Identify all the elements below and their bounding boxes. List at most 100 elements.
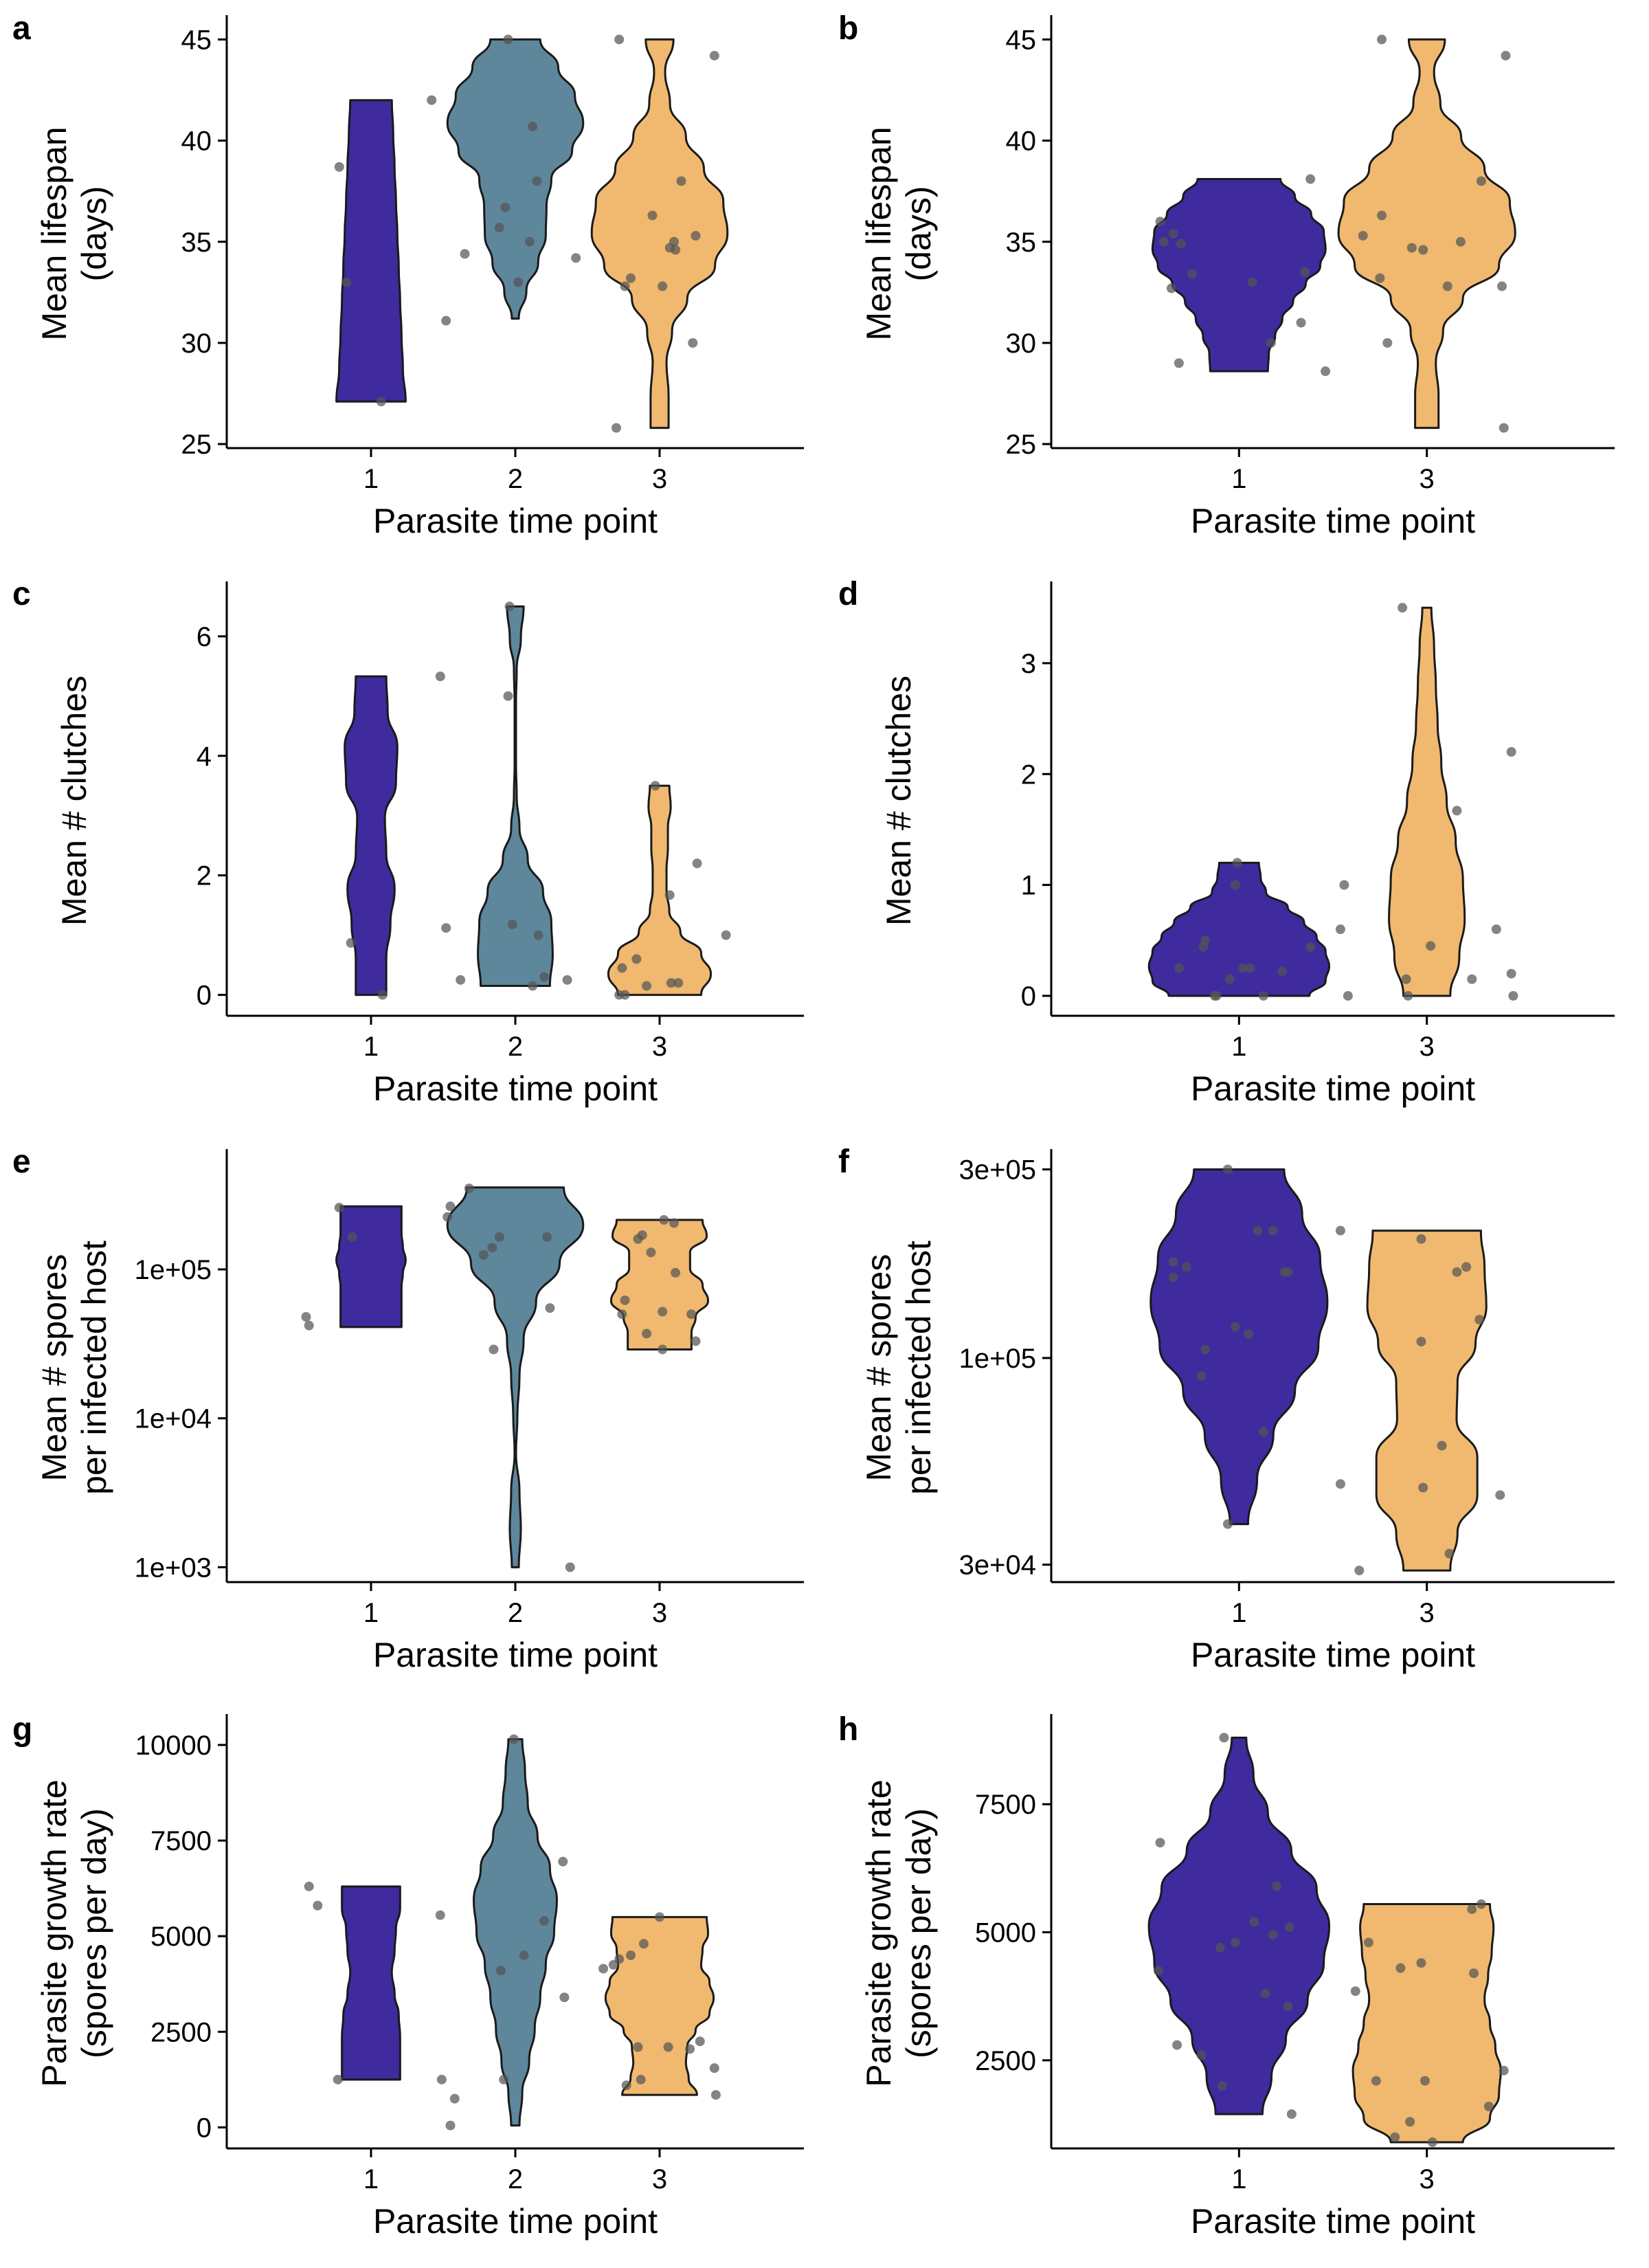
data-point: [1455, 236, 1466, 247]
data-point: [539, 1915, 549, 1926]
y-tick-label: 4: [197, 742, 212, 772]
y-tick-label: 7500: [975, 1790, 1036, 1820]
x-tick-label: 3: [652, 1598, 667, 1628]
data-point: [691, 230, 701, 241]
data-point: [478, 1250, 489, 1260]
violin-tp1: [335, 99, 407, 403]
data-point: [1305, 174, 1316, 184]
violin-tp3: [609, 1219, 710, 1350]
data-point: [1153, 1966, 1163, 1976]
y-tick-label: 0: [197, 981, 212, 1011]
data-point: [565, 1562, 575, 1572]
data-point: [1168, 1257, 1178, 1267]
y-tick-label: 1e+05: [959, 1344, 1036, 1374]
panel-a: a 25 30 35 40 45 1 2 3 Parasite time point Mean li…: [12, 10, 804, 540]
violin-tp2: [446, 38, 585, 320]
data-point: [1452, 1267, 1462, 1277]
panel-letter: h: [838, 1711, 858, 1748]
data-point: [1371, 2076, 1381, 2086]
data-point: [545, 1303, 555, 1313]
data-point: [1491, 924, 1501, 935]
data-point: [525, 236, 535, 247]
data-point: [427, 95, 437, 105]
x-axis-title: Parasite time point: [373, 1069, 658, 1108]
data-point: [489, 1344, 499, 1355]
data-point: [346, 937, 356, 948]
data-point: [620, 1295, 630, 1305]
x-tick-label: 2: [508, 2164, 523, 2194]
data-point: [1416, 1337, 1426, 1347]
data-point: [559, 1992, 570, 2003]
data-point: [504, 601, 515, 612]
data-point: [304, 1320, 314, 1331]
y-axis-title: (days): [899, 186, 938, 282]
violin-tp1: [1149, 1168, 1329, 1526]
y-tick-label: 35: [181, 227, 212, 258]
data-point: [1398, 603, 1408, 613]
data-point: [494, 1232, 504, 1242]
data-point: [1416, 1958, 1426, 1968]
violin-tp3: [607, 784, 713, 997]
data-point: [1196, 1371, 1207, 1381]
y-tick-label: 25: [1006, 430, 1037, 460]
x-tick-label: 3: [1420, 1598, 1435, 1628]
data-point: [626, 273, 636, 283]
data-point: [671, 245, 681, 255]
data-point: [1506, 747, 1516, 757]
data-point: [1467, 1904, 1477, 1914]
violin-tp3: [1337, 38, 1516, 430]
data-point: [1335, 924, 1345, 935]
panel-letter: c: [12, 576, 31, 612]
data-point: [650, 781, 660, 791]
data-point: [1155, 1838, 1165, 1848]
y-tick-label: 0: [1021, 981, 1036, 1012]
data-point: [1181, 1262, 1191, 1272]
data-point: [1300, 267, 1310, 277]
data-point: [445, 1201, 456, 1212]
data-point: [621, 2080, 631, 2091]
data-point: [1390, 2132, 1400, 2142]
data-point: [445, 2120, 456, 2131]
data-point: [673, 978, 684, 988]
data-point: [558, 1856, 568, 1867]
data-point: [1174, 963, 1184, 973]
data-point: [1461, 1262, 1472, 1272]
data-point: [1483, 2101, 1494, 2111]
panel-f: f 3e+04 1e+05 3e+05 1 3 Parasite time point Mea…: [838, 1144, 1615, 1674]
data-point: [598, 1964, 609, 1974]
data-point: [1211, 990, 1222, 1001]
data-point: [1401, 974, 1411, 984]
data-point: [376, 397, 386, 407]
data-point: [1200, 1344, 1211, 1355]
x-tick-label: 3: [1420, 464, 1435, 494]
violin-tp2: [477, 605, 554, 988]
data-point: [1499, 2065, 1509, 2076]
panel-letter: e: [12, 1144, 31, 1180]
x-axis-title: Parasite time point: [1191, 2202, 1475, 2241]
data-point: [1258, 1427, 1268, 1437]
data-point: [377, 990, 388, 1000]
x-tick-label: 1: [1231, 464, 1246, 494]
data-point: [334, 1203, 344, 1213]
data-point: [709, 2063, 719, 2074]
data-point: [710, 2090, 721, 2100]
data-point: [464, 1183, 474, 1194]
data-point: [304, 1881, 314, 1891]
y-tick-label: 10000: [135, 1731, 212, 1761]
y-axis-title: per infected host: [75, 1241, 113, 1495]
y-tick-label: 25: [181, 430, 212, 460]
data-point: [1497, 281, 1507, 291]
data-point: [1155, 216, 1165, 227]
panel-e: e 1e+03 1e+04 1e+05 1 2 3 Parasite time point Me…: [12, 1144, 804, 1674]
data-point: [1418, 245, 1428, 255]
data-point: [1230, 880, 1240, 890]
data-point: [1215, 1942, 1225, 1953]
x-axis-title: Parasite time point: [373, 2202, 658, 2241]
data-point: [1442, 281, 1452, 291]
y-tick-label: 3e+04: [959, 1550, 1036, 1581]
data-point: [334, 162, 344, 172]
y-tick-label: 5000: [975, 1918, 1036, 1948]
data-point: [664, 890, 675, 900]
data-point: [608, 1959, 618, 1970]
y-tick-label: 2: [197, 861, 212, 891]
